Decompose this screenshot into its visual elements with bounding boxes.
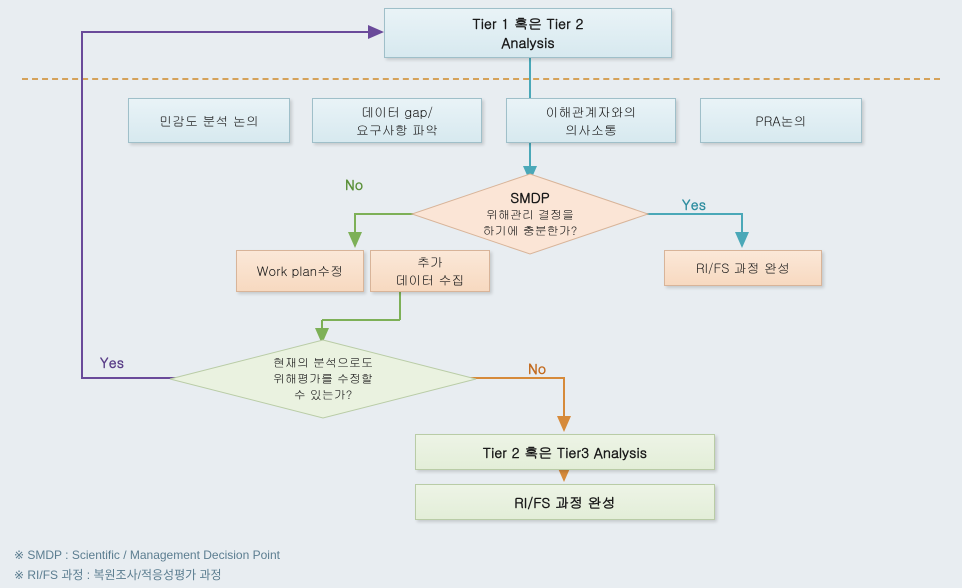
row-box-datagap: 데이터 gap/ 요구사항 파악	[312, 98, 482, 143]
row-a-label: 민감도 분석 논의	[159, 112, 259, 130]
yes-label-green: Yes	[100, 352, 124, 372]
row-box-sensitivity: 민감도 분석 논의	[128, 98, 290, 143]
gd-l3: 수 있는가?	[273, 387, 373, 403]
top-tier-box: Tier 1 혹은 Tier 2 Analysis	[384, 8, 672, 58]
workplan-box: Work plan수정	[236, 250, 364, 292]
row-c1-label: 이해관계자와의	[546, 103, 637, 121]
smdp-l2: 하기에 충분한가?	[483, 223, 578, 239]
row-d-label: PRA논의	[755, 112, 806, 130]
smdp-title: SMDP	[483, 188, 578, 207]
dashed-divider	[22, 78, 940, 80]
workplan-label: Work plan수정	[257, 262, 343, 280]
row-box-stakeholder: 이해관계자와의 의사소통	[506, 98, 676, 143]
row-b2-label: 요구사항 파악	[356, 121, 438, 139]
footnote-1: ※ SMDP : Scientific / Management Decisio…	[14, 548, 280, 562]
footnote-2: ※ RI/FS 과정 : 복원조사/적응성평가 과정	[14, 566, 222, 583]
top-line2: Analysis	[501, 33, 554, 52]
tier23-label: Tier 2 혹은 Tier3 Analysis	[483, 443, 647, 462]
no-label-green: No	[528, 358, 546, 378]
row-b1-label: 데이터 gap/	[361, 103, 433, 121]
top-line1: Tier 1 혹은 Tier 2	[473, 14, 584, 33]
no-label-smdp: No	[345, 174, 363, 194]
smdp-l1: 위해관리 결정을	[483, 207, 578, 223]
row-c2-label: 의사소통	[565, 121, 617, 139]
rifs-bottom-label: RI/FS 과정 완성	[514, 493, 615, 512]
row-box-pra: PRA논의	[700, 98, 862, 143]
rifs-complete-bottom: RI/FS 과정 완성	[415, 484, 715, 520]
tier23-box: Tier 2 혹은 Tier3 Analysis	[415, 434, 715, 470]
rifs-top-label: RI/FS 과정 완성	[696, 259, 790, 277]
add-l1: 추가	[417, 253, 443, 271]
smdp-diamond: SMDP 위해관리 결정을 하기에 충분한가?	[410, 172, 650, 256]
add-l2: 데이터 수집	[395, 271, 464, 289]
current-analysis-diamond: 현재의 분석으로도 위해평가를 수정할 수 있는가?	[168, 338, 478, 420]
yes-label-smdp: Yes	[682, 194, 706, 214]
gd-l1: 현재의 분석으로도	[273, 355, 373, 371]
gd-l2: 위해평가를 수정할	[273, 371, 373, 387]
additional-data-box: 추가 데이터 수집	[370, 250, 490, 292]
rifs-complete-top: RI/FS 과정 완성	[664, 250, 822, 286]
